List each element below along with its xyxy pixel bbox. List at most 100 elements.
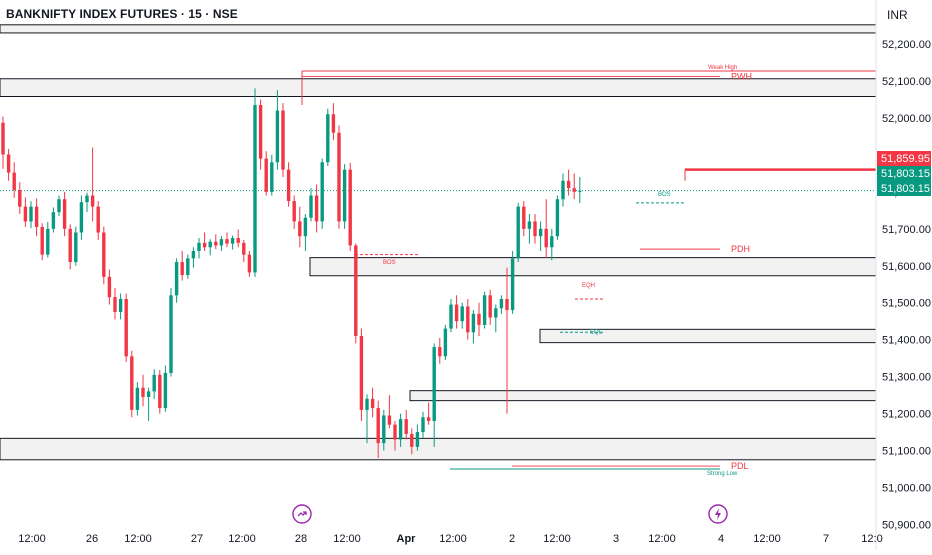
candle-body [236,238,240,243]
candle-body [264,158,268,192]
candle-body [163,372,168,409]
candle-body [62,199,67,229]
candle-body [527,221,532,229]
time-tick-label: 12:00 [333,533,361,545]
time-tick-label: 27 [191,533,203,545]
supply-demand-zone [0,24,877,34]
candle-body [376,408,380,444]
candle-body [398,419,403,440]
candle-body [331,114,336,133]
candle-body [29,206,33,222]
candle-body [342,169,347,222]
dividend-icon[interactable] [292,504,312,524]
candle-body [578,190,582,192]
candle-body [219,239,224,246]
annotation-label: EQH [582,283,595,289]
price-axis: 52,200.0052,100.0052,000.0051,900.0051,8… [877,39,931,531]
candle-body [309,195,313,218]
price-tick-label: 52,000.00 [882,113,931,125]
time-tick-label: 12:00 [439,533,467,545]
price-marker-label: 51,803.15 [881,168,930,180]
price-tick-label: 52,200.00 [882,39,931,51]
price-tick-label: 50,900.00 [882,519,931,531]
candle-body [281,110,285,170]
time-tick-label: 12:00 [18,533,46,545]
candle-body [505,299,509,311]
candle-body [118,299,123,312]
price-tick-label: 51,700.00 [882,224,931,236]
candle-body [421,417,425,433]
candle-body [113,297,117,312]
candle-body [23,206,28,222]
candle-body [1,122,5,155]
candle-body [354,245,358,336]
candle-body [258,105,263,159]
candle-body [499,299,504,309]
candle-body [516,206,520,259]
candle-body [303,217,308,237]
annotation-label: Weak High [708,65,737,71]
price-tick-label: 51,400.00 [882,335,931,347]
earnings-flash-icon[interactable] [708,504,728,524]
candle-body [107,276,112,298]
price-marker: 51,803.15 [877,166,931,181]
candle-body [12,172,16,190]
price-marker: 51,859.95 [877,151,931,166]
price-tick-label: 51,200.00 [882,409,931,421]
candle-body [253,105,257,273]
time-tick-label: 26 [86,533,98,545]
candle-body [555,199,560,237]
candle-body [482,295,487,325]
candle-body [449,304,453,329]
candle-body [90,195,95,207]
candle-body [34,206,39,227]
candle-body [74,232,78,263]
candle-body [146,391,151,397]
candle-body [477,313,481,325]
annotation-label: PDL [731,461,749,471]
price-tick-label: 51,600.00 [882,261,931,273]
time-tick-label: 12:00 [124,533,152,545]
candle-body [393,424,397,440]
candle-body [96,206,100,233]
currency-label[interactable]: INR [887,8,908,22]
price-marker-label: 51,803.15 [881,183,930,195]
candle-body [460,306,464,322]
price-tick-label: 51,500.00 [882,298,931,310]
candle-body [454,304,459,322]
candle-body [174,262,179,296]
candle-body [275,110,280,163]
annotation-label: EQL [590,330,603,336]
candle-body [79,202,84,233]
time-axis: 12:00 26 12:00 27 12:00 28 12:00 Apr 12:00 2 12:00… [18,533,882,545]
time-tick-label: 12:00 [228,533,256,545]
supply-demand-zone [0,437,877,461]
price-marker-bg [877,151,931,166]
zones-layer [0,24,877,461]
candle-body [320,162,324,222]
candle-body [387,415,392,425]
candle-body [337,132,341,222]
time-tick-label: 12:00 [648,533,676,545]
candle-body [298,221,302,237]
candle-body [426,417,431,421]
candle-body [102,232,106,277]
candle-body [141,387,145,397]
candle-body [365,398,369,410]
candle-body [432,347,436,421]
candle-body [522,206,526,229]
candle-body [326,114,330,163]
time-tick-label: Apr [397,533,417,545]
candle-body [466,306,470,333]
time-tick-label: 3 [613,533,619,545]
price-tick-label: 51,300.00 [882,372,931,384]
candle-body [314,195,319,222]
candle-body [135,387,140,410]
candle-body [225,239,229,244]
candle-body [214,241,218,246]
time-tick-label: 12:00 [543,533,571,545]
price-marker-label: 51,859.95 [881,153,930,165]
candle-body [270,162,274,192]
